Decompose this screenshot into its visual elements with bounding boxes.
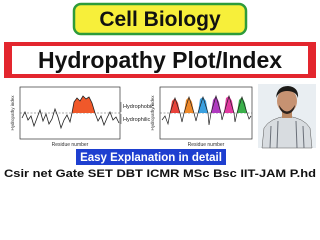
face <box>277 89 297 113</box>
title: Cell Biology <box>99 8 221 31</box>
x-axis-label: Residue number <box>52 142 89 148</box>
segment <box>170 98 180 113</box>
thumbnail: Cell Biology Hydropathy Plot/Index Hydro… <box>4 2 317 180</box>
region-label: Hydrophilic <box>123 117 150 123</box>
banner-box <box>76 149 226 165</box>
subtitle-box <box>12 46 308 74</box>
segment <box>211 96 221 113</box>
left-plot: Hydropathy index Residue number Hydropho… <box>10 86 154 148</box>
title-box <box>72 2 248 36</box>
x-axis-label: Residue number <box>188 142 225 148</box>
segment <box>237 97 247 113</box>
y-axis-label: Hydropathy index <box>150 95 155 131</box>
beard <box>279 105 295 114</box>
shirt-stripes <box>269 120 305 149</box>
presenter-photo <box>258 84 316 149</box>
footer: Csir net Gate SET DBT ICMR MSc Bsc IIT-J… <box>4 168 316 180</box>
segment <box>224 96 234 113</box>
subtitle: Hydropathy Plot/Index <box>38 47 282 73</box>
y-axis-label: Hydropathy index <box>10 95 15 131</box>
right-plot: Hydropathy index Residue number <box>150 86 253 148</box>
hydropathy-line <box>21 95 120 130</box>
segment <box>184 97 194 113</box>
hair <box>276 86 299 98</box>
region-label: Hydrophobic <box>123 104 154 110</box>
hydrophobic-region <box>72 96 95 113</box>
banner: Easy Explanation in detail <box>80 152 222 164</box>
hydropathy-line <box>161 94 252 126</box>
segment <box>198 97 208 113</box>
